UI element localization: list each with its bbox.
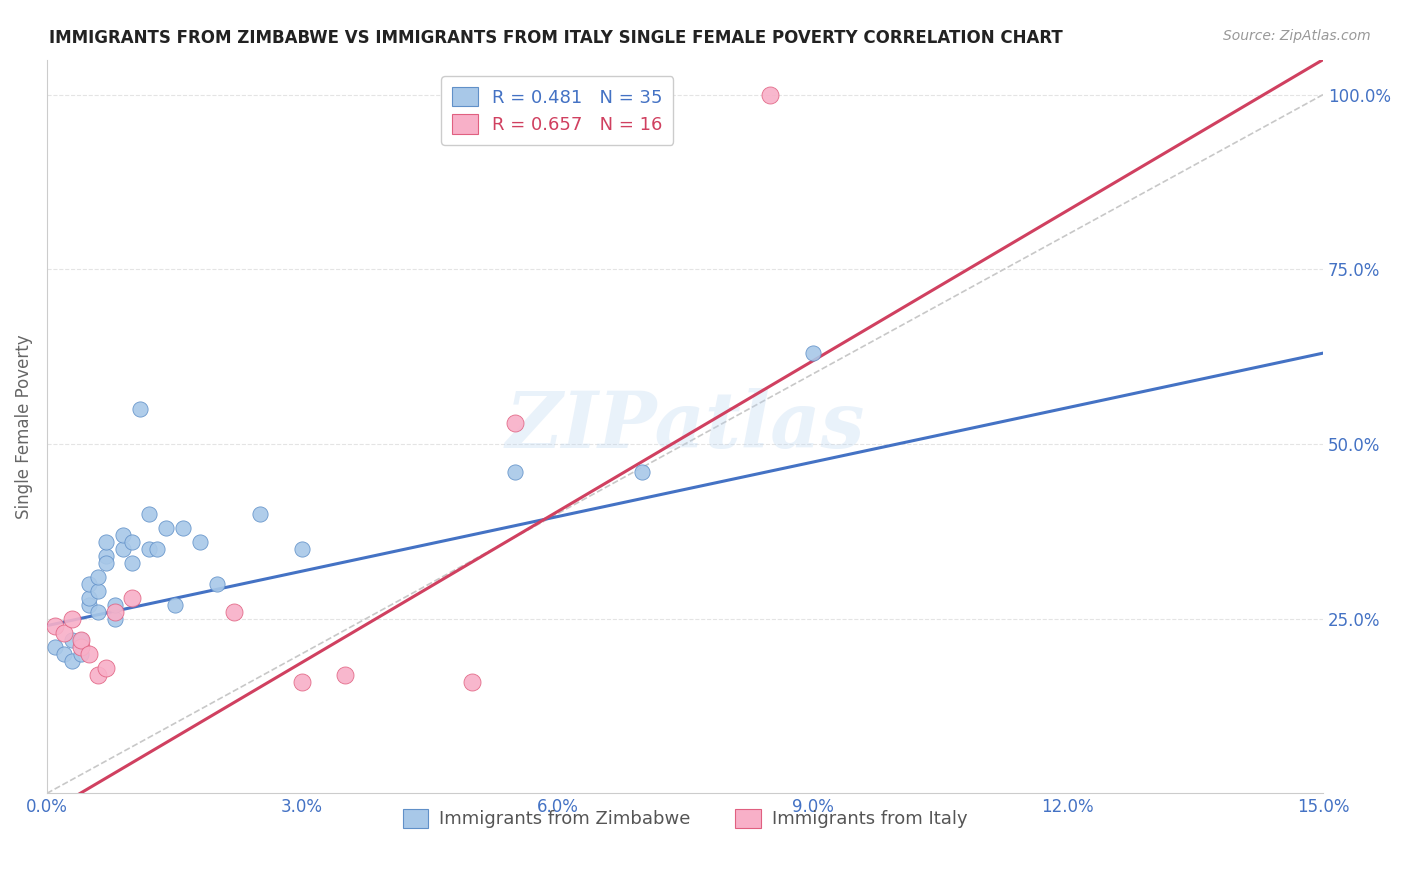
- Point: [52, 625, 75, 640]
- Point: [801, 346, 824, 360]
- Point: [96, 549, 118, 563]
- Point: [112, 541, 135, 556]
- Point: [104, 612, 127, 626]
- Point: [503, 465, 526, 479]
- Point: [291, 541, 314, 556]
- Point: [87, 667, 110, 681]
- Point: [249, 507, 271, 521]
- Point: [44, 640, 66, 654]
- Point: [79, 598, 101, 612]
- Point: [70, 640, 93, 654]
- Point: [138, 507, 160, 521]
- Text: IMMIGRANTS FROM ZIMBABWE VS IMMIGRANTS FROM ITALY SINGLE FEMALE POVERTY CORRELAT: IMMIGRANTS FROM ZIMBABWE VS IMMIGRANTS F…: [49, 29, 1063, 46]
- Point: [205, 576, 228, 591]
- Point: [631, 465, 654, 479]
- Point: [163, 598, 186, 612]
- Point: [121, 591, 143, 605]
- Point: [503, 416, 526, 430]
- Point: [79, 647, 101, 661]
- Point: [138, 541, 160, 556]
- Point: [52, 647, 75, 661]
- Point: [172, 521, 194, 535]
- Point: [96, 534, 118, 549]
- Point: [87, 570, 110, 584]
- Point: [79, 591, 101, 605]
- Point: [70, 632, 93, 647]
- Point: [129, 402, 152, 417]
- Point: [96, 556, 118, 570]
- Point: [759, 87, 782, 102]
- Point: [333, 667, 356, 681]
- Point: [44, 618, 66, 632]
- Point: [222, 605, 245, 619]
- Point: [62, 654, 84, 668]
- Point: [104, 598, 127, 612]
- Point: [461, 674, 484, 689]
- Point: [62, 632, 84, 647]
- Point: [87, 605, 110, 619]
- Point: [155, 521, 177, 535]
- Point: [70, 632, 93, 647]
- Point: [79, 576, 101, 591]
- Point: [62, 612, 84, 626]
- Y-axis label: Single Female Poverty: Single Female Poverty: [15, 334, 32, 519]
- Point: [96, 660, 118, 674]
- Text: Source: ZipAtlas.com: Source: ZipAtlas.com: [1223, 29, 1371, 43]
- Point: [146, 541, 169, 556]
- Point: [87, 583, 110, 598]
- Text: ZIPatlas: ZIPatlas: [505, 388, 865, 465]
- Point: [70, 647, 93, 661]
- Legend: Immigrants from Zimbabwe, Immigrants from Italy: Immigrants from Zimbabwe, Immigrants fro…: [395, 801, 974, 836]
- Point: [104, 605, 127, 619]
- Point: [188, 534, 211, 549]
- Point: [121, 534, 143, 549]
- Point: [291, 674, 314, 689]
- Point: [112, 528, 135, 542]
- Point: [121, 556, 143, 570]
